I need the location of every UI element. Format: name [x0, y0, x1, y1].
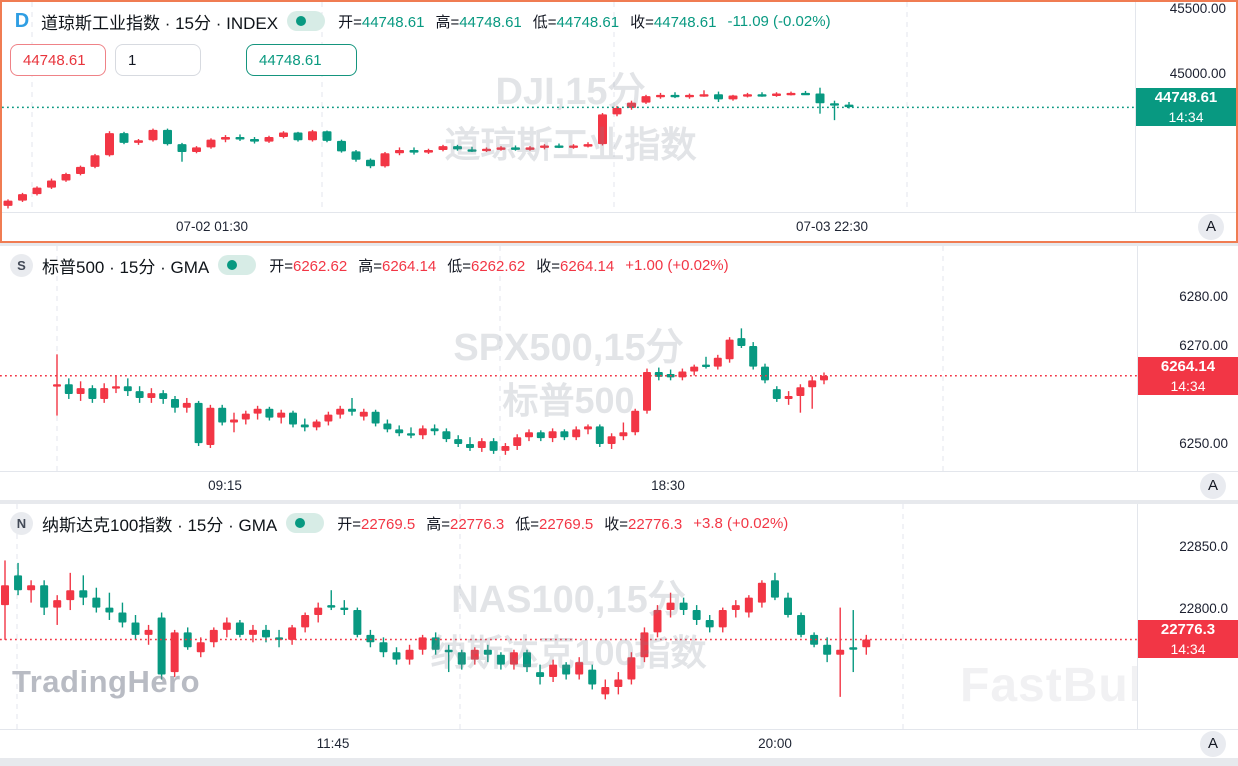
- badge-time: 14:34: [1168, 109, 1204, 126]
- time-axis-label: 18:30: [651, 478, 685, 493]
- badge-price: 6264.14: [1160, 357, 1216, 375]
- change-value: -11.09 (-0.02%): [727, 12, 831, 30]
- time-axis-label: 07-02 01:30: [175, 219, 249, 234]
- instrument-logo: D: [14, 9, 30, 32]
- badge-time: 14:34: [1170, 377, 1206, 394]
- dji-candlestick-chart[interactable]: [2, 2, 1139, 213]
- fastbull-watermark: FastBull: [960, 659, 1158, 712]
- badge-price: 44748.61: [1154, 89, 1218, 107]
- price-axis[interactable]: 6264.14 14:34 6280.00 6270.00 6250.00: [1137, 246, 1238, 472]
- badge-price: 22776.3: [1160, 621, 1216, 639]
- order-quantity-input[interactable]: [115, 44, 201, 76]
- buy-price-input[interactable]: [246, 44, 357, 76]
- price-tick-label: 6250.00: [1179, 436, 1228, 452]
- current-price-badge: 44748.61 14:34: [1136, 88, 1236, 127]
- price-tick-label: 6270.00: [1179, 337, 1228, 353]
- time-axis-label: 07-03 22:30: [795, 219, 869, 234]
- time-axis-label: 11:45: [316, 736, 350, 751]
- series-visibility-toggle[interactable]: [287, 11, 326, 31]
- price-tick-label: 45500.00: [1169, 0, 1226, 16]
- toggle-dot-icon: [295, 518, 306, 528]
- chart-panel-spx500: SPX500,15分 标普500 S 标普500 · 15分 · GMA 开=6…: [0, 246, 1238, 500]
- auto-scale-button[interactable]: A: [1200, 731, 1226, 757]
- auto-scale-button[interactable]: A: [1198, 214, 1224, 240]
- ohlc-readout: 开=6262.62 高=6264.14 低=6262.62 收=6264.14 …: [269, 256, 729, 275]
- time-axis[interactable]: A 09:15 18:30: [0, 471, 1238, 500]
- spx-candlestick-chart[interactable]: [0, 246, 1137, 472]
- current-price-badge: 22776.3 14:34: [1138, 620, 1238, 659]
- price-tick-label: 22850.0: [1179, 539, 1228, 555]
- toggle-dot-icon: [296, 16, 307, 26]
- price-axis[interactable]: 22776.3 14:34 22850.0 22800.0: [1137, 504, 1238, 730]
- nas-candlestick-chart[interactable]: [0, 504, 1137, 730]
- time-axis-label: 20:00: [758, 736, 792, 751]
- panel-header: S 标普500 · 15分 · GMA 开=6262.62 高=6264.14 …: [10, 252, 729, 278]
- series-visibility-toggle[interactable]: [286, 513, 325, 533]
- instrument-title[interactable]: 标普500 · 15分 · GMA: [42, 257, 210, 277]
- auto-scale-button[interactable]: A: [1200, 473, 1226, 499]
- instrument-logo: S: [10, 253, 33, 277]
- ohlc-readout: 开=22769.5 高=22776.3 低=22769.5 收=22776.3 …: [337, 514, 789, 533]
- tradinghero-watermark: TradingHero: [12, 664, 201, 699]
- change-value: +3.8 (+0.02%): [693, 514, 789, 532]
- time-axis[interactable]: A 11:45 20:00: [0, 729, 1238, 758]
- instrument-title[interactable]: 道琼斯工业指数 · 15分 · INDEX: [41, 13, 279, 33]
- panel-header: N 纳斯达克100指数 · 15分 · GMA 开=22769.5 高=2277…: [10, 510, 788, 536]
- panel-header: D 道琼斯工业指数 · 15分 · INDEX 开=44748.61 高=447…: [12, 8, 831, 34]
- price-tick-label: 22800.0: [1179, 601, 1228, 617]
- time-axis-label: 09:15: [208, 478, 242, 493]
- current-price-badge: 6264.14 14:34: [1138, 356, 1238, 395]
- badge-time: 14:34: [1170, 641, 1206, 658]
- series-visibility-toggle[interactable]: [218, 255, 257, 275]
- price-tick-label: 6280.00: [1179, 288, 1228, 304]
- instrument-title[interactable]: 纳斯达克100指数 · 15分 · GMA: [42, 515, 278, 535]
- chart-panel-dji: DJI,15分 道琼斯工业指数 D 道琼斯工业指数 · 15分 · INDEX …: [0, 0, 1238, 243]
- order-entry: [10, 44, 357, 76]
- time-axis[interactable]: A 07-02 01:30 07-03 22:30: [2, 212, 1236, 241]
- price-tick-label: 45000.00: [1169, 65, 1226, 81]
- chart-panel-nas100: NAS100,15分 纳斯达克100指数 TradingHero FastBul…: [0, 504, 1238, 758]
- instrument-logo: N: [10, 511, 33, 535]
- toggle-dot-icon: [227, 260, 238, 270]
- change-value: +1.00 (+0.02%): [625, 256, 729, 274]
- ohlc-readout: 开=44748.61 高=44748.61 低=44748.61 收=44748…: [338, 12, 831, 31]
- sell-price-input[interactable]: [10, 44, 106, 76]
- price-axis[interactable]: 44748.61 14:34 45500.00 45000.00: [1135, 2, 1236, 213]
